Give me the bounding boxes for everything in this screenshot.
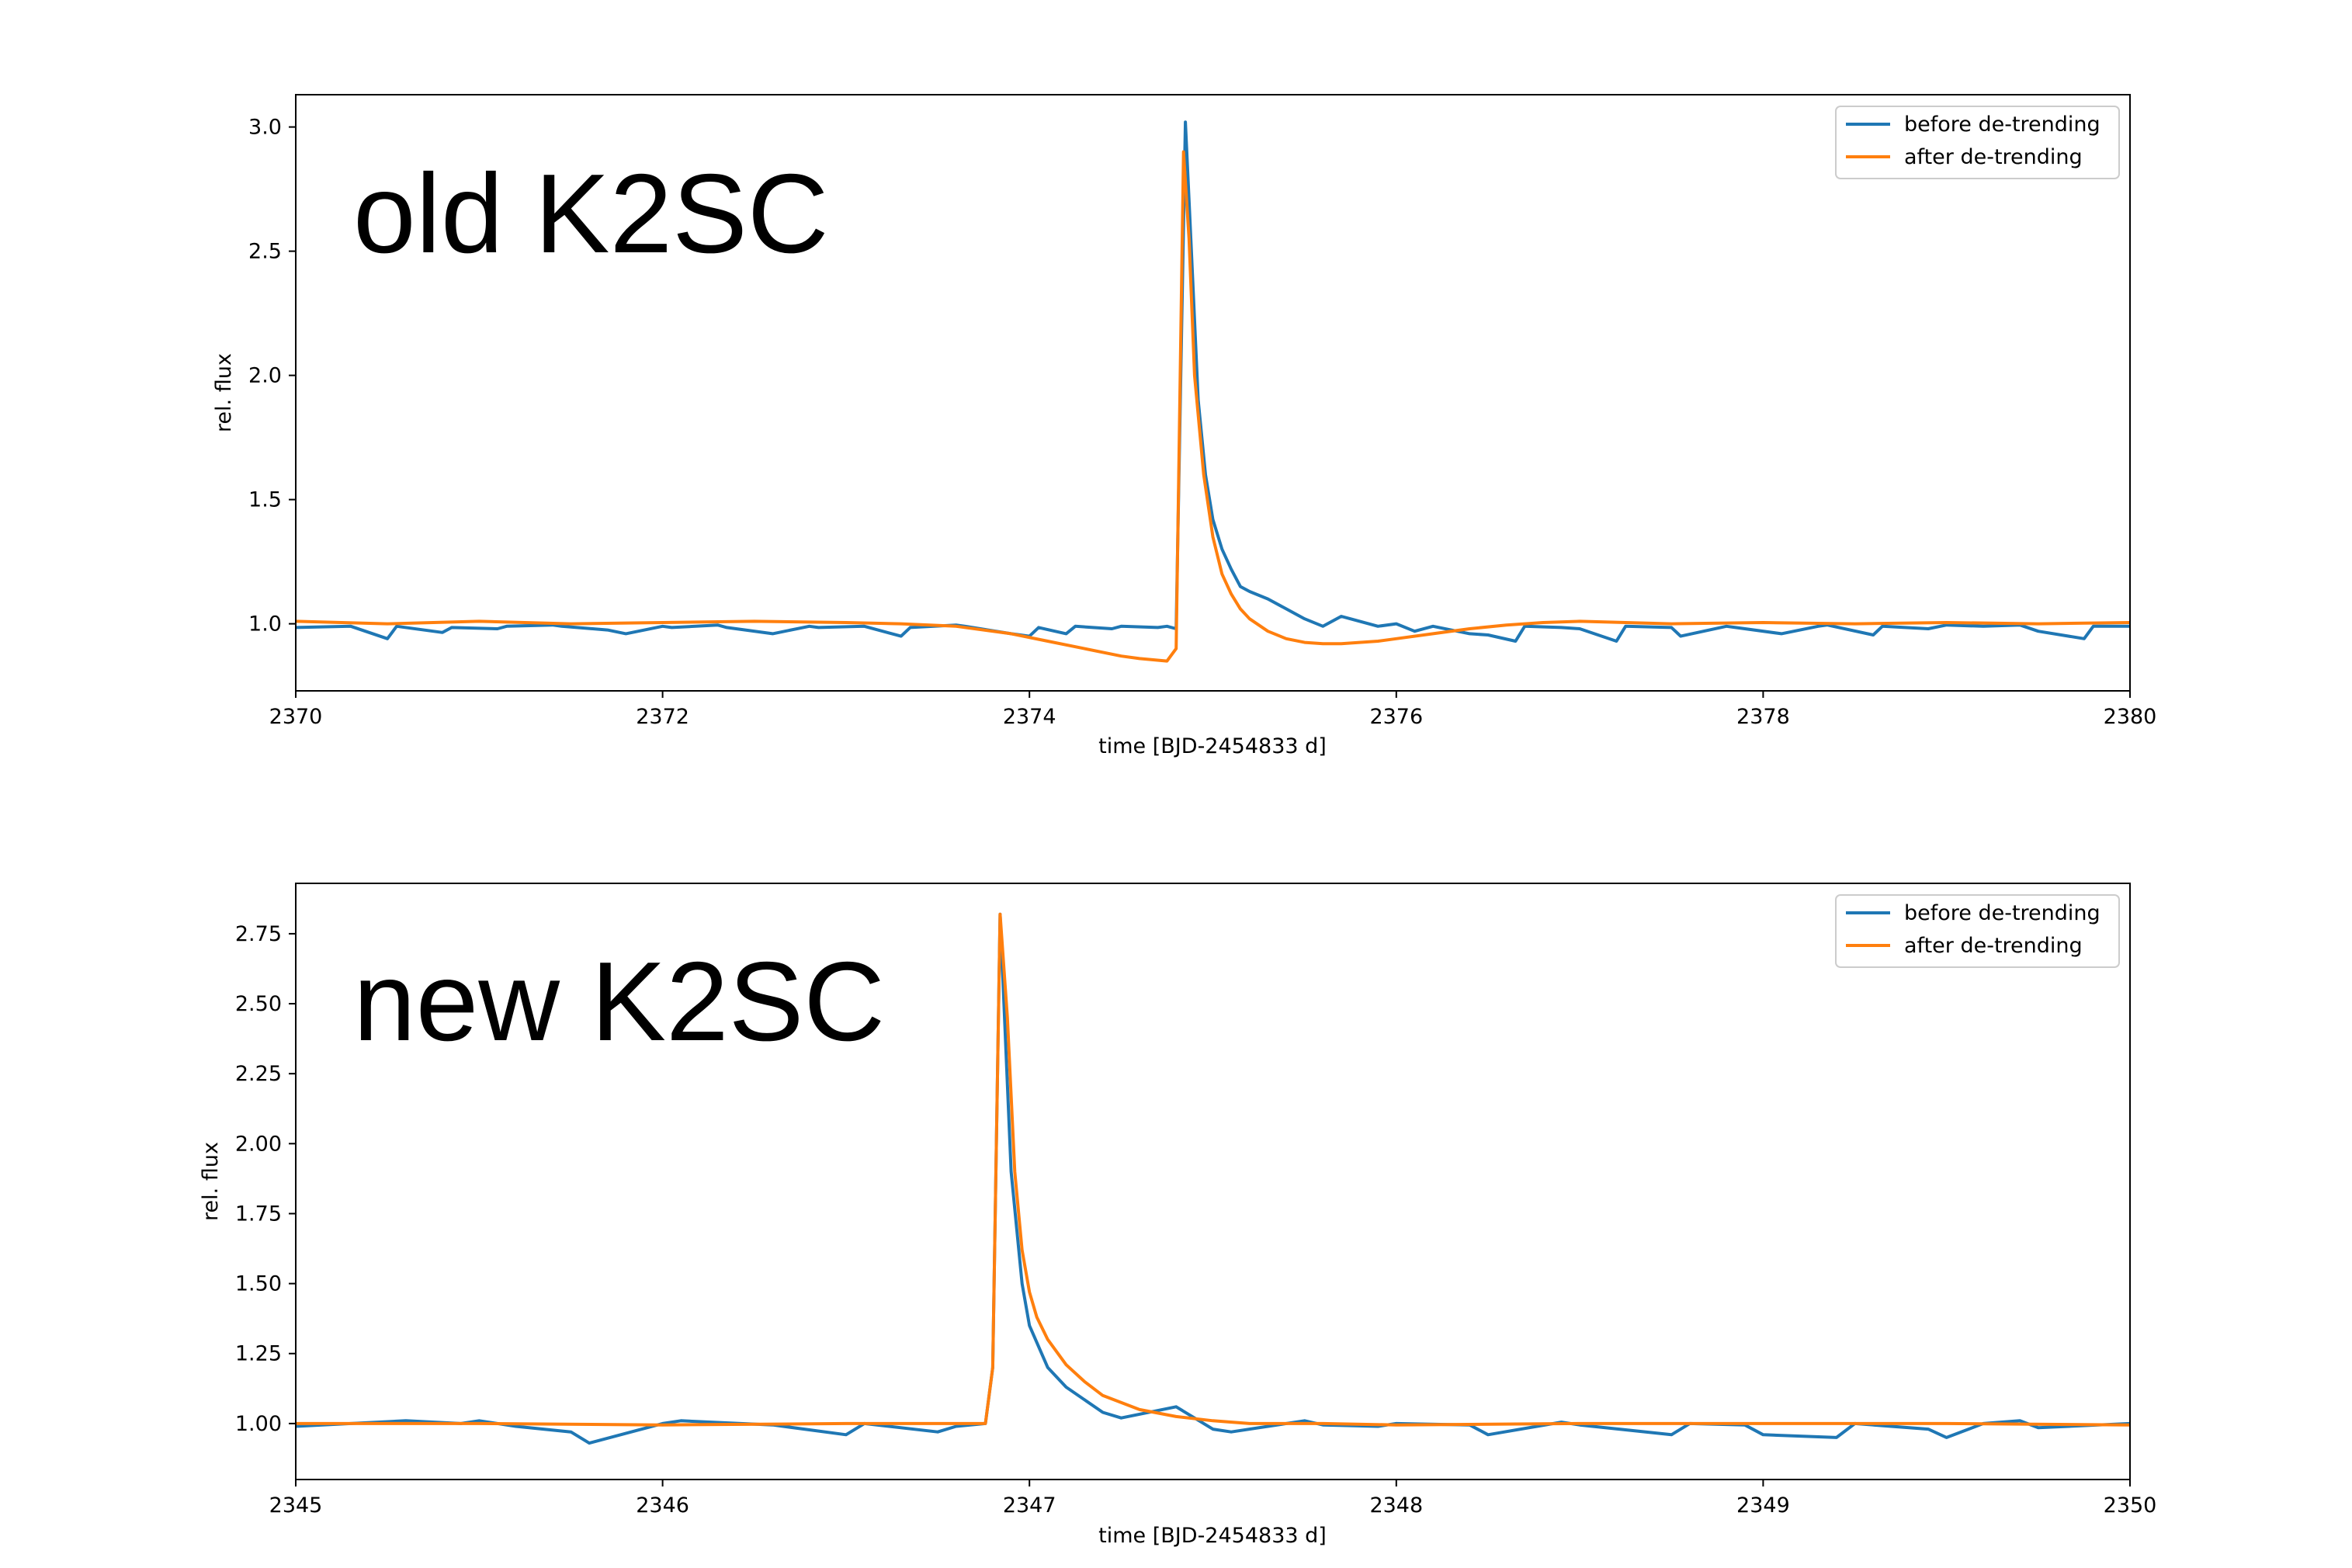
- x-tick-label: 2372: [636, 705, 689, 729]
- legend-label-after: after de-trending: [1904, 934, 2083, 958]
- legend-label-before: before de-trending: [1904, 113, 2100, 137]
- chart-panel-old-k2sc: 2370 2372 2374 2376 2378 23801.01.52.02.53.0 …: [212, 94, 2156, 758]
- x-tick-label: 2349: [1736, 1493, 1790, 1518]
- legend-box: [1835, 894, 2120, 968]
- x-axis-label: time [BJD-2454833 d]: [1098, 1524, 1327, 1548]
- x-tick-label: 2378: [1736, 705, 1790, 729]
- x-tick-label: 2374: [1003, 705, 1056, 729]
- y-tick-label: 1.5: [248, 488, 282, 512]
- x-tick-label: 2380: [2104, 705, 2157, 729]
- y-tick-label: 2.0: [248, 364, 282, 388]
- y-tick-label: 1.00: [235, 1412, 282, 1436]
- x-tick-label: 2350: [2104, 1493, 2157, 1518]
- axis-ticks: 2345 2346 2347 2348 2349 2350 1.00 1.25 1.50 1.75…: [235, 922, 2156, 1518]
- plot-background: [296, 883, 2130, 1480]
- panel-annotation: new K2SC: [353, 938, 885, 1064]
- x-tick-label: 2348: [1369, 1493, 1423, 1518]
- y-tick-label: 2.5: [248, 240, 282, 264]
- plot-frame: [295, 94, 2131, 692]
- plot-lines: [295, 912, 2131, 1445]
- axis-ticks: 2370 2372 2374 2376 2378 2380 1.0 1.5 2.0 2.5 3.0: [248, 116, 2156, 729]
- legend: before de-trending after de-trending: [1835, 106, 2120, 179]
- legend-label-before: before de-trending: [1904, 901, 2100, 925]
- legend: before de-trending after de-trending: [1835, 894, 2120, 968]
- legend-label-after: after de-trending: [1904, 145, 2083, 169]
- panel-annotation: old K2SC: [353, 151, 829, 276]
- y-tick-label: 1.25: [235, 1342, 282, 1366]
- y-tick-label: 2.75: [235, 922, 282, 946]
- x-tick-label: 2345: [269, 1493, 323, 1518]
- series-line-after-de-trending: [296, 912, 2131, 1427]
- y-axis-label: rel. flux: [212, 353, 236, 432]
- y-axis-label: rel. flux: [199, 1142, 223, 1221]
- x-tick-label: 2370: [269, 705, 323, 729]
- y-tick-label: 3.0: [248, 116, 282, 140]
- series-line-before-de-trending: [295, 120, 2130, 643]
- x-tick-label: 2346: [636, 1493, 689, 1518]
- y-tick-label: 2.00: [235, 1132, 282, 1156]
- chart-panel-new-k2sc: 2345 2346 2347 2348 2349 2350 1.00 1.25 1.50 1.75…: [199, 883, 2156, 1548]
- y-tick-label: 1.50: [235, 1272, 282, 1296]
- plot-background: [296, 95, 2130, 691]
- y-tick-label: 1.75: [235, 1202, 282, 1226]
- plot-frame: [295, 883, 2131, 1480]
- x-tick-label: 2376: [1369, 705, 1423, 729]
- x-axis-label: time [BJD-2454833 d]: [1098, 734, 1327, 758]
- legend-box: [1835, 106, 2120, 179]
- y-tick-label: 1.0: [248, 612, 282, 637]
- plot-lines: [295, 120, 2131, 663]
- series-line-before-de-trending: [295, 912, 2131, 1445]
- x-tick-label: 2347: [1003, 1493, 1056, 1518]
- y-tick-label: 2.50: [235, 992, 282, 1016]
- y-tick-label: 2.25: [235, 1062, 282, 1086]
- series-line-after-de-trending: [295, 150, 2131, 663]
